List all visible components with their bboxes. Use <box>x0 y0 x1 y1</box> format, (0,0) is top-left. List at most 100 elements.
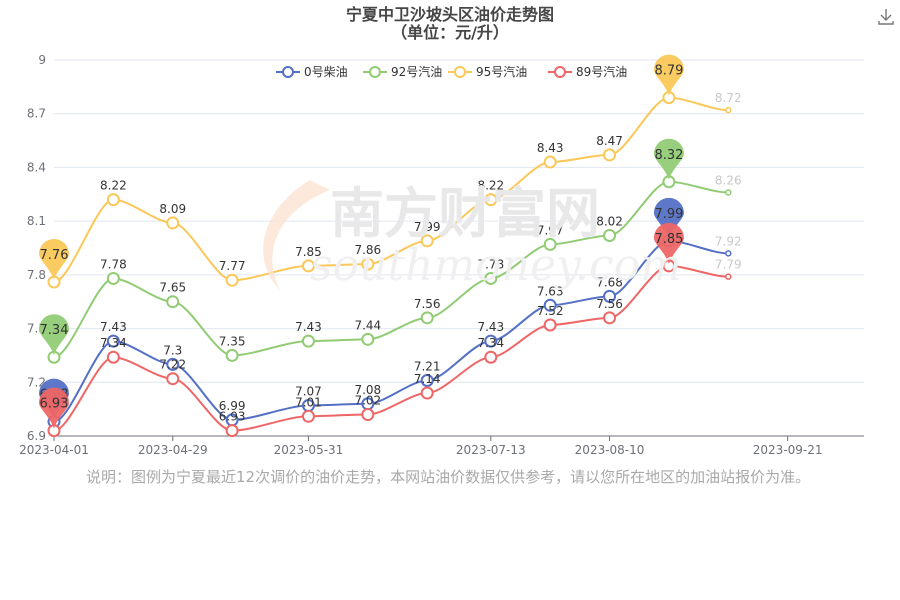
pin-marker: 7.76 <box>39 239 69 281</box>
pin-shape <box>653 222 684 264</box>
data-label: 7.43 <box>100 320 127 334</box>
data-point <box>225 348 239 362</box>
pin-label: 6.93 <box>40 397 69 412</box>
pin-marker: 8.79 <box>653 54 684 96</box>
data-label: 8.09 <box>159 202 186 216</box>
series-89号汽油: 7.34 7.22 6.93 7.01 7.02 7.14 7.34 7.52 7.56 7.79… <box>39 222 742 438</box>
data-point <box>603 289 617 303</box>
data-label: 7.02 <box>354 394 381 408</box>
data-label: 7.08 <box>354 383 381 397</box>
data-label: 8.22 <box>477 179 504 193</box>
data-point <box>725 250 732 257</box>
y-tick-label: 8.1 <box>27 214 46 228</box>
legend-item[interactable]: 89号汽油 <box>548 64 627 79</box>
data-label: 7.78 <box>477 257 504 271</box>
pin-label: 7.76 <box>40 248 69 263</box>
pin-label: 8.79 <box>654 64 683 79</box>
data-point <box>166 216 180 230</box>
data-label: 7.85 <box>295 245 322 259</box>
data-label: 7.52 <box>537 304 564 318</box>
data-point <box>420 373 434 387</box>
y-tick-label: 9 <box>38 53 46 67</box>
legend-label: 92号汽油 <box>391 64 442 79</box>
data-label: 8.72 <box>715 91 742 105</box>
data-point <box>225 424 239 438</box>
data-label: 8.02 <box>596 214 623 228</box>
legend-item[interactable]: 92号汽油 <box>363 64 442 79</box>
data-point <box>361 332 375 346</box>
y-tick-label: 6.9 <box>27 429 46 443</box>
series-line <box>53 96 729 284</box>
data-point <box>106 334 120 348</box>
data-point <box>603 228 617 242</box>
x-tick-label: 2023-08-10 <box>575 443 645 457</box>
data-label: 8.47 <box>596 134 623 148</box>
pin-marker: 8.32 <box>653 138 684 180</box>
pin-marker: 6.93 <box>39 387 69 429</box>
pin-marker: 7.99 <box>653 197 684 239</box>
data-point <box>301 259 315 273</box>
data-label: 7.43 <box>295 320 322 334</box>
data-label: 7.34 <box>100 336 127 350</box>
data-point <box>420 311 434 325</box>
x-tick-label: 2023-09-21 <box>753 443 823 457</box>
data-label: 7.68 <box>596 275 623 289</box>
data-label: 8.43 <box>537 141 564 155</box>
pin-marker: 7.34 <box>39 314 69 356</box>
data-point <box>106 350 120 364</box>
data-point <box>106 193 120 207</box>
pin-shape <box>653 138 684 180</box>
data-label: 7.63 <box>537 284 564 298</box>
data-label: 7.07 <box>295 385 322 399</box>
data-point <box>301 409 315 423</box>
data-point <box>361 257 375 271</box>
data-label: 7.56 <box>414 297 441 311</box>
x-tick-label: 2023-04-29 <box>138 443 208 457</box>
legend-marker <box>369 66 381 78</box>
data-point <box>725 189 732 196</box>
data-label: 7.77 <box>219 259 246 273</box>
x-axis: 2023-04-01 2023-04-29 2023-05-31 2023-07-13… <box>19 435 864 457</box>
data-label: 6.99 <box>219 399 246 413</box>
legend-marker <box>454 66 466 78</box>
data-label: 7.34 <box>477 336 504 350</box>
data-point <box>543 237 557 251</box>
data-label: 7.86 <box>354 243 381 257</box>
data-point <box>725 273 732 280</box>
y-tick-label: 8.7 <box>27 107 46 121</box>
data-point <box>166 295 180 309</box>
data-point <box>725 106 732 114</box>
data-point <box>484 350 498 364</box>
data-point <box>301 334 315 348</box>
series-group: 7.437.36.997.07 7.087.217.437.637.687.927… <box>39 54 742 438</box>
data-label: 7.3 <box>163 343 182 357</box>
data-point <box>225 273 239 287</box>
data-label: 7.14 <box>414 372 441 386</box>
data-point <box>484 193 498 207</box>
data-label: 7.99 <box>414 220 441 234</box>
legend[interactable]: 0号柴油 92号汽油 95号汽油 89号汽油 <box>276 64 627 79</box>
data-point <box>166 357 180 371</box>
legend-label: 0号柴油 <box>304 65 348 79</box>
data-label: 7.44 <box>354 318 381 332</box>
pin-label: 8.32 <box>654 148 683 163</box>
legend-marker <box>554 66 566 78</box>
data-point <box>106 271 120 285</box>
legend-label: 95号汽油 <box>476 64 527 79</box>
chart-subtitle: （单位：元/升） <box>391 23 509 42</box>
x-tick-label: 2023-07-13 <box>456 443 526 457</box>
legend-item[interactable]: 95号汽油 <box>448 64 527 79</box>
data-point <box>603 311 617 325</box>
download-icon[interactable] <box>876 6 896 26</box>
x-tick-label: 2023-04-01 <box>19 443 89 457</box>
pin-shape <box>39 387 69 429</box>
pin-shape <box>653 54 684 96</box>
pin-shape <box>39 314 69 356</box>
legend-item[interactable]: 0号柴油 <box>276 65 348 79</box>
data-label: 7.35 <box>219 334 246 348</box>
y-tick-label: 7.8 <box>27 268 46 282</box>
y-tick-label: 8.4 <box>27 160 46 174</box>
legend-marker <box>282 66 294 78</box>
chart-title: 宁夏中卫沙坡头区油价走势图 <box>346 5 554 24</box>
